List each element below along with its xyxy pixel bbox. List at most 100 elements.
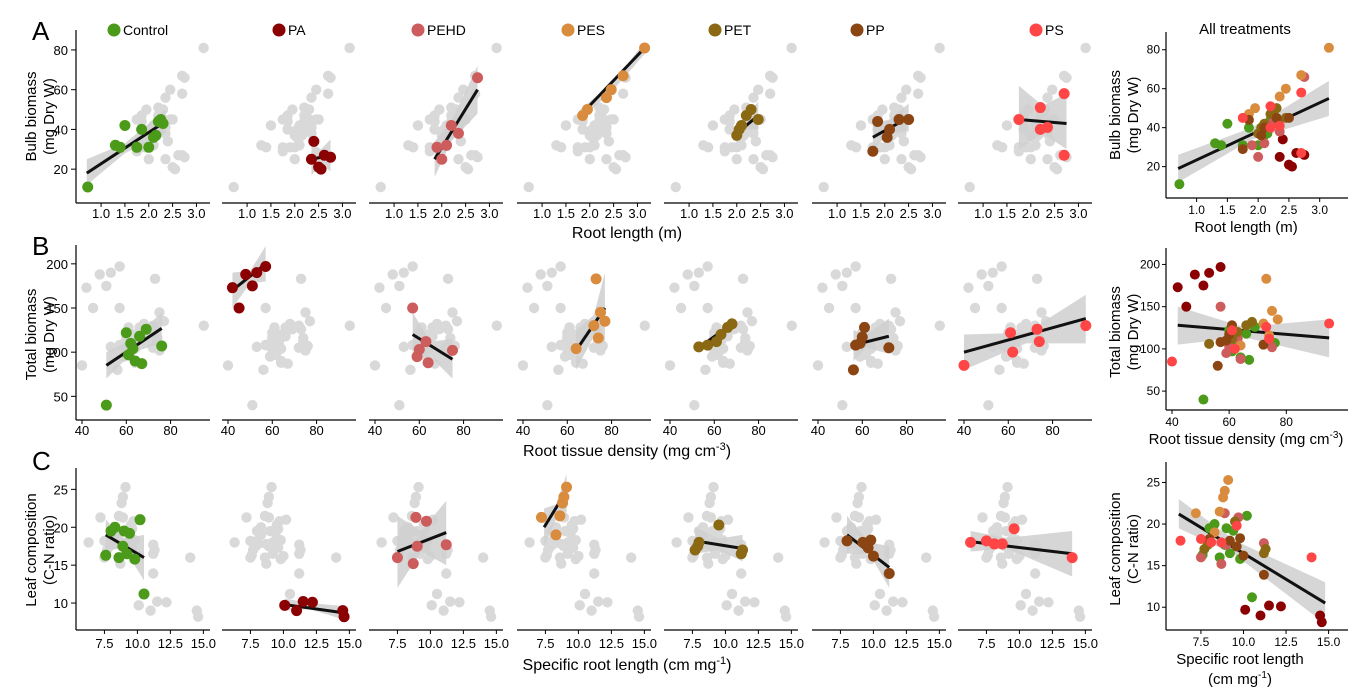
x-tick-label: 40: [957, 423, 971, 438]
panel-a-pet: 1.0 1.5 2.0 2.5 3.0: [664, 42, 798, 221]
data-point-pa: [308, 135, 320, 147]
background-point: [1002, 481, 1013, 493]
legend-item-pp: PP: [850, 22, 885, 38]
background-point: [977, 512, 988, 523]
data-point-pp: [893, 113, 905, 125]
x-axis-label-sup: -1: [716, 655, 726, 667]
x-axis-label-text: Specific root length (cm mg: [523, 657, 717, 674]
background-point: [757, 163, 769, 175]
legend-label: PET: [724, 22, 752, 38]
background-point: [330, 552, 342, 563]
data-point-pp: [856, 331, 868, 343]
data-point-pes: [1274, 91, 1285, 102]
y-axis-label-line: Total biomass: [23, 289, 40, 381]
background-point: [198, 42, 209, 54]
x-tick-label: 2.0: [876, 206, 894, 221]
background-point: [295, 544, 306, 556]
y-axis-label-line: (mg Dry W): [41, 78, 58, 155]
background-point: [889, 102, 900, 113]
background-point: [344, 42, 355, 54]
data-point-control: [1247, 592, 1257, 603]
y-axis-label-line: Leaf composition: [1107, 492, 1124, 605]
legend-swatch: [1029, 23, 1043, 37]
legend-swatch: [272, 23, 286, 37]
data-point-pehd: [452, 127, 464, 139]
background-point: [291, 132, 303, 143]
data-point-pes: [1223, 474, 1234, 485]
background-point: [294, 568, 305, 579]
background-point: [162, 136, 174, 147]
x-tick-label: 2.5: [310, 206, 328, 221]
background-point: [398, 267, 409, 278]
background-point: [306, 92, 317, 103]
background-point: [410, 491, 422, 503]
panel-a-control: 1.0 1.5 2.0 2.5 3.0: [76, 42, 210, 221]
data-point-pp: [847, 364, 859, 376]
y-tick-label: 25: [54, 482, 68, 497]
background-point: [603, 136, 615, 147]
data-point-pes: [554, 510, 566, 522]
background-point: [517, 360, 529, 371]
data-point-ps: [1005, 327, 1016, 339]
panel-c-pes: 7.5 10.0 12.5 15.0: [517, 474, 657, 651]
y-tick-label: 150: [46, 301, 68, 316]
x-tick-label: 80: [1045, 423, 1059, 438]
data-point-pes: [1267, 305, 1277, 316]
data-point-pes: [1323, 42, 1334, 53]
x-axis-label-row-b: Root tissue density (mg cm-3): [523, 441, 731, 460]
background-point: [133, 600, 144, 611]
background-point: [87, 302, 99, 314]
background-point: [322, 70, 334, 81]
data-point-pp: [1238, 550, 1249, 561]
background-point: [564, 327, 575, 338]
background-point: [898, 136, 910, 147]
x-tick-label: 1.0: [828, 206, 846, 221]
x-tick-label: 7.5: [977, 636, 995, 651]
x-axis-label-text: Root tissue density (mg cm: [523, 443, 716, 460]
data-point-ps: [1041, 121, 1053, 133]
background-point: [522, 282, 533, 293]
legend-label: PA: [288, 22, 306, 38]
panel-c-pa: 7.5 10.0 12.5 15.0: [222, 481, 362, 651]
data-point-pp: [883, 567, 895, 579]
all-x-axis-label: (cm mg-1): [1208, 670, 1272, 688]
data-point-pes: [1190, 508, 1201, 519]
all-y-axis-label: Total biomass (mg Dry W): [1107, 286, 1142, 378]
x-tick-label: 40: [368, 423, 382, 438]
data-point-pehd: [431, 141, 443, 153]
x-tick-label: 80: [163, 423, 177, 438]
fit-line: [396, 531, 447, 553]
data-point-pa: [279, 599, 291, 611]
background-point: [261, 558, 272, 569]
background-point: [83, 537, 94, 548]
legend-label: PES: [577, 22, 605, 38]
all-x-axis-label: Root length (m): [1194, 219, 1297, 236]
panel-b-ps: 40 60 80: [957, 261, 1092, 438]
x-tick-label: 1.0: [92, 206, 110, 221]
background-point: [154, 307, 165, 318]
background-point: [969, 302, 981, 314]
y-axis-label-line: (C-N ratio): [41, 515, 58, 585]
data-point-pet: [1260, 544, 1271, 554]
background-point: [879, 154, 890, 165]
background-point: [491, 42, 502, 54]
background-point: [996, 261, 1007, 272]
background-point: [856, 481, 867, 493]
x-tick-label: 1.5: [1219, 203, 1236, 217]
data-point-control: [1241, 328, 1252, 339]
background-point: [169, 163, 181, 175]
data-point-pp: [1271, 112, 1282, 123]
background-point: [176, 150, 188, 161]
background-point: [719, 146, 731, 157]
data-point-control: [1209, 519, 1220, 530]
background-point: [528, 302, 540, 314]
x-tick-label: 12.5: [304, 636, 329, 651]
data-point-pet: [745, 104, 757, 116]
background-point: [266, 481, 277, 493]
background-point: [407, 142, 419, 153]
background-point: [976, 269, 987, 280]
data-point-pp: [1235, 533, 1246, 544]
data-point-pehd: [407, 302, 419, 314]
background-point: [556, 538, 567, 550]
